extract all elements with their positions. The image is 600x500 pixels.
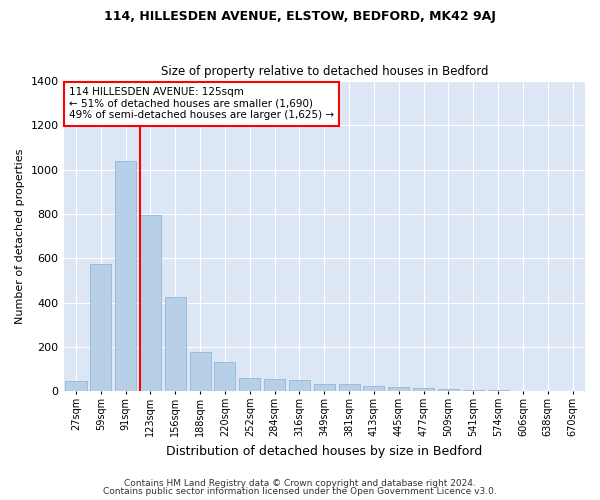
Y-axis label: Number of detached properties: Number of detached properties — [15, 148, 25, 324]
Bar — [165, 297, 186, 391]
Bar — [140, 215, 161, 391]
Text: 114, HILLESDEN AVENUE, ELSTOW, BEDFORD, MK42 9AJ: 114, HILLESDEN AVENUE, ELSTOW, BEDFORD, … — [104, 10, 496, 23]
Bar — [463, 390, 484, 391]
Bar — [289, 380, 310, 391]
Bar — [413, 388, 434, 391]
Bar — [214, 362, 235, 391]
Title: Size of property relative to detached houses in Bedford: Size of property relative to detached ho… — [161, 66, 488, 78]
Bar — [488, 390, 509, 391]
Bar — [338, 384, 359, 391]
Bar — [90, 264, 112, 391]
X-axis label: Distribution of detached houses by size in Bedford: Distribution of detached houses by size … — [166, 444, 482, 458]
Text: 114 HILLESDEN AVENUE: 125sqm
← 51% of detached houses are smaller (1,690)
49% of: 114 HILLESDEN AVENUE: 125sqm ← 51% of de… — [69, 88, 334, 120]
Text: Contains HM Land Registry data © Crown copyright and database right 2024.: Contains HM Land Registry data © Crown c… — [124, 478, 476, 488]
Bar — [438, 389, 459, 391]
Bar — [314, 384, 335, 391]
Bar — [239, 378, 260, 391]
Bar — [264, 379, 285, 391]
Bar — [388, 386, 409, 391]
Bar — [190, 352, 211, 391]
Bar — [65, 381, 86, 391]
Text: Contains public sector information licensed under the Open Government Licence v3: Contains public sector information licen… — [103, 487, 497, 496]
Bar — [364, 386, 385, 391]
Bar — [115, 161, 136, 391]
